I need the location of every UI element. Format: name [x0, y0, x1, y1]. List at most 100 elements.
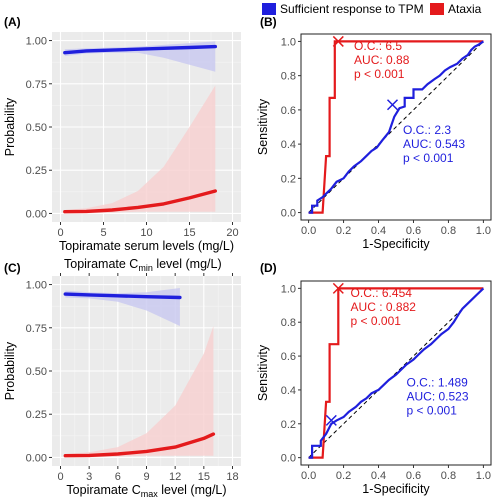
x-axis-label: 1-Specificity — [362, 482, 430, 496]
roc-curve-ataxia — [308, 287, 484, 459]
series-line-ataxia — [63, 189, 217, 214]
annotation-red-line: AUC: 0.88 — [354, 53, 410, 67]
x-tick-label: 0.6 — [406, 225, 421, 237]
panel-c: 0 3 6 9 12 15 18 0.00 0.25 0.50 0.75 1.00 Topiramate… — [3, 273, 241, 499]
roc-curve-response — [308, 287, 485, 459]
y-tick-label: 0.8 — [281, 71, 296, 83]
x-axis-label: Topiramate Cmax level (mg/L) — [66, 483, 226, 499]
y-tick-label: 1.0 — [281, 283, 296, 295]
x-tick-label: 15 — [183, 227, 195, 239]
y-tick-label: 0.0 — [281, 208, 296, 220]
x-tick-label: 6 — [115, 471, 121, 483]
x-tick-label: 0.6 — [406, 470, 421, 482]
y-tick-label: 0.75 — [26, 323, 47, 335]
y-tick-label: 0.6 — [281, 105, 296, 117]
x-tick-label: 0.2 — [336, 470, 351, 482]
roc-curve-response — [308, 40, 485, 214]
panel-b: 0.0 0.2 0.4 0.6 0.8 1.0 0.0 0.2 0.4 0.6 0.8 1.0 1-Sp… — [256, 33, 492, 251]
x-tick-label: 1.0 — [476, 470, 491, 482]
y-tick-label: 0.00 — [26, 208, 47, 220]
series-line-response — [63, 292, 182, 300]
series-line-response — [63, 44, 217, 55]
confidence-band-ataxia — [64, 85, 216, 214]
cutoff-marker-stroke — [332, 282, 344, 294]
y-tick-label: 0.2 — [281, 419, 296, 431]
x-tick-label: 0.0 — [301, 470, 316, 482]
annotation-blue-line: p < 0.001 — [403, 151, 454, 165]
annotation-blue-line: O.C.: 2.3 — [403, 123, 451, 137]
x-axis-label-tail: level (mg/L) — [158, 483, 227, 497]
x-tick-label: 0.0 — [301, 225, 316, 237]
series-line-ataxia — [63, 432, 216, 458]
y-tick-label: 1.0 — [281, 36, 296, 48]
panel-c-top-title-sub: min — [138, 263, 153, 273]
annotation-blue-line: AUC: 0.523 — [406, 390, 468, 404]
legend-label-ataxia: Ataxia — [448, 2, 482, 16]
x-tick-label: 18 — [226, 471, 238, 483]
y-tick-label: 0.25 — [26, 409, 47, 421]
x-tick-label: 0 — [57, 471, 63, 483]
panel-a: 0 5 10 15 20 0.00 0.25 0.50 0.75 1.00 Topiramate s… — [3, 32, 241, 253]
y-axis-label: Probability — [3, 341, 17, 400]
panel-c-top-title: Topiramate Cmin level (mg/L) — [64, 257, 222, 273]
y-tick-label: 1.00 — [26, 36, 47, 48]
x-axis-label: 1-Specificity — [362, 237, 430, 251]
x-axis-label-main: Topiramate C — [66, 483, 140, 497]
panel-c-top-title-tail: level (mg/L) — [153, 257, 222, 271]
y-axis-label: Sensitivity — [256, 98, 270, 155]
x-tick-label: 0.4 — [371, 470, 386, 482]
annotation-red-line: p < 0.001 — [354, 67, 405, 81]
annotation-blue-line: p < 0.001 — [406, 404, 457, 418]
x-axis-label-sub: max — [141, 489, 159, 499]
reference-diagonal — [308, 288, 484, 458]
y-axis-label: Sensitivity — [256, 344, 270, 401]
cutoff-marker-red — [332, 35, 344, 47]
x-tick-label: 0.8 — [441, 225, 456, 237]
x-tick-label: 20 — [226, 227, 238, 239]
x-tick-label: 12 — [169, 471, 181, 483]
x-tick-label: 1.0 — [476, 225, 491, 237]
x-tick-label: 3 — [86, 471, 92, 483]
confidence-band-ataxia — [65, 326, 214, 458]
x-tick-label: 15 — [198, 471, 210, 483]
y-tick-label: 0.4 — [281, 139, 296, 151]
x-tick-label: 9 — [143, 471, 149, 483]
legend-label-response: Sufficient response to TPM — [280, 2, 424, 16]
x-axis-label: Topiramate serum levels (mg/L) — [59, 239, 234, 253]
y-tick-label: 0.25 — [26, 165, 47, 177]
panel-c-top-title-main: Topiramate C — [64, 257, 138, 271]
panel-d: 0.0 0.2 0.4 0.6 0.8 1.0 0.0 0.2 0.4 0.6 0.8 1.0 1-Sp… — [256, 280, 492, 496]
cutoff-marker-stroke — [332, 35, 344, 47]
x-tick-label: 0 — [57, 227, 63, 239]
y-tick-label: 0.2 — [281, 173, 296, 185]
x-tick-label: 5 — [100, 227, 106, 239]
cutoff-marker-blue — [386, 99, 399, 111]
cutoff-marker-stroke — [386, 99, 399, 111]
y-axis-label: Probability — [3, 97, 17, 156]
x-tick-label: 0.4 — [371, 225, 386, 237]
y-tick-label: 1.00 — [26, 280, 47, 292]
y-tick-label: 0.8 — [281, 317, 296, 329]
y-tick-label: 0.75 — [26, 79, 47, 91]
y-tick-label: 0.50 — [26, 122, 47, 134]
panel-letter-c: (C) — [4, 261, 21, 275]
cutoff-marker-stroke — [325, 414, 337, 426]
panel-letter-d: (D) — [260, 261, 277, 275]
annotation-red-line: AUC : 0.882 — [351, 300, 417, 314]
legend-swatch-response — [262, 3, 276, 15]
x-tick-label: 10 — [140, 227, 152, 239]
y-tick-label: 0.4 — [281, 385, 296, 397]
x-tick-label: 0.2 — [336, 225, 351, 237]
cutoff-marker-red — [332, 282, 344, 294]
y-tick-label: 0.0 — [281, 453, 296, 465]
y-tick-label: 0.6 — [281, 351, 296, 363]
cutoff-marker-blue — [325, 414, 337, 426]
annotation-red-line: p < 0.001 — [351, 314, 402, 328]
panel-letter-a: (A) — [4, 15, 21, 29]
annotation-blue-line: AUC: 0.543 — [403, 137, 465, 151]
annotation-red-line: O.C.: 6.5 — [354, 39, 402, 53]
y-tick-label: 0.00 — [26, 452, 47, 464]
reference-diagonal — [308, 41, 484, 213]
